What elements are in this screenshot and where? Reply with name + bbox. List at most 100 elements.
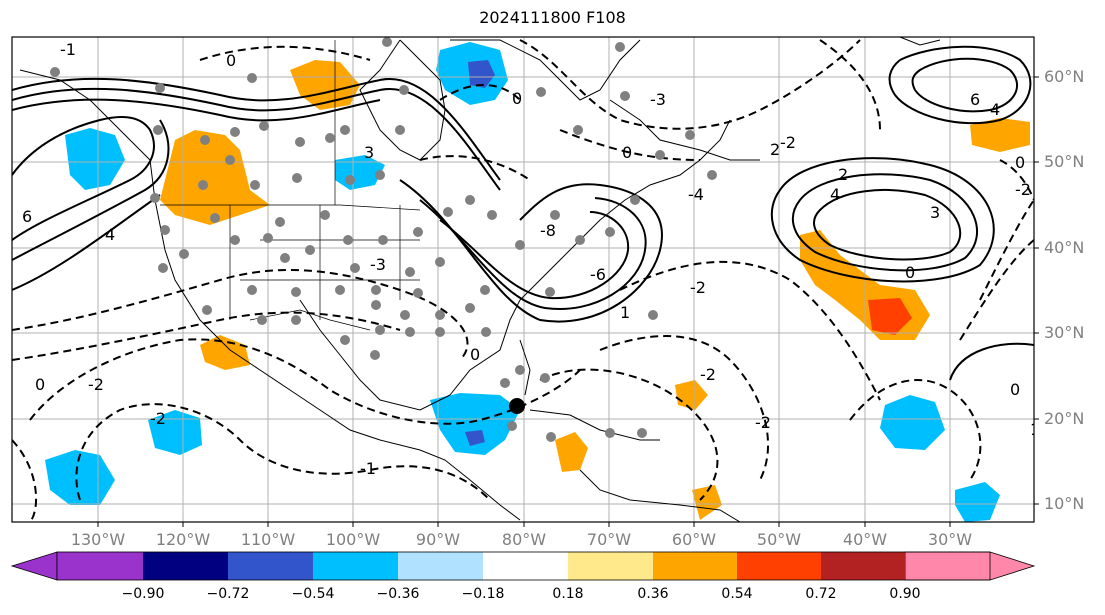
contour-label: -3 xyxy=(370,255,386,274)
lon-label: 60°W xyxy=(671,530,717,549)
contour-label: 4 xyxy=(105,225,115,244)
purple-field-gulf xyxy=(465,430,485,446)
map-title: 2024111800 F108 xyxy=(479,8,626,27)
lat-label: 30°N xyxy=(1044,323,1085,342)
orange-field-mexico xyxy=(200,335,250,370)
colorbar-bin xyxy=(821,552,905,580)
colorbar-tick-label: −0.90 xyxy=(121,586,165,602)
blue-field-pacific-mid xyxy=(148,410,202,455)
colorbar-tick-label: 0.72 xyxy=(805,586,837,602)
lat-label: 50°N xyxy=(1044,152,1085,171)
colorbar-bin xyxy=(313,552,398,580)
graticule xyxy=(12,37,1034,522)
political-borders xyxy=(160,40,421,331)
purple-field-hudson xyxy=(468,60,495,88)
contour-label: -2 xyxy=(700,365,716,384)
colorbar-extend-high xyxy=(904,551,1036,581)
contour-label: 0 xyxy=(35,375,45,394)
lon-label: 130°W xyxy=(70,530,126,549)
colorbar-tick-label: 0.90 xyxy=(889,586,921,602)
lon-label: 80°W xyxy=(501,530,547,549)
contour-label: -4 xyxy=(688,185,704,204)
contour-label: 0 xyxy=(1015,153,1025,172)
colorbar-outline xyxy=(56,551,991,581)
contour-label: 2 xyxy=(770,140,780,159)
contour-label: -6 xyxy=(590,265,606,284)
orange-field-south-am xyxy=(692,485,722,520)
colorbar-tick-label: −0.72 xyxy=(206,586,250,602)
contour-label: -2 xyxy=(150,409,166,428)
colorbar-tick-label: −0.54 xyxy=(291,586,335,602)
coastlines xyxy=(19,37,941,522)
contour-label: -2 xyxy=(690,278,706,297)
lon-label: 40°W xyxy=(842,530,888,549)
red-field-atlantic xyxy=(868,298,912,335)
storm-center-marker xyxy=(509,398,525,414)
orange-field-iceland xyxy=(970,118,1030,152)
lon-label: 120°W xyxy=(155,530,211,549)
colorbar-tick-label: 0.36 xyxy=(637,586,669,602)
contour-label: -1 xyxy=(60,40,76,59)
blue-field-gulf xyxy=(430,393,520,455)
contour-label: 2 xyxy=(838,165,848,184)
orange-field-us-northwest xyxy=(160,130,270,225)
lon-label: 50°W xyxy=(756,530,802,549)
axis-ticks xyxy=(97,76,1039,527)
contour-label: -8 xyxy=(540,221,556,240)
colorbar-tick-label: 0.54 xyxy=(721,586,753,602)
contour-label: 6 xyxy=(970,90,980,109)
lon-label: 30°W xyxy=(927,530,973,549)
colorbar-bin xyxy=(483,552,568,580)
contour-label: -2 xyxy=(780,133,796,152)
blue-field-alaska xyxy=(65,128,125,190)
contour-label: -1 xyxy=(360,459,376,478)
orange-field-caribbean xyxy=(555,432,588,472)
contour-label: 1 xyxy=(620,303,630,322)
colorbar-tick-label: −0.18 xyxy=(461,586,505,602)
lon-label: 70°W xyxy=(586,530,632,549)
station-markers xyxy=(50,37,717,442)
lat-label: 20°N xyxy=(1044,409,1085,428)
colorbar-bin xyxy=(653,552,737,580)
colorbar-bin xyxy=(57,552,143,580)
contour-labels: 0 3 0 0 2 2 4 3 0 6 4 6 4 0 0 -2 -2 -1 -… xyxy=(22,40,1040,478)
lat-label: 60°N xyxy=(1044,67,1085,86)
colorbar-extend-low xyxy=(10,551,58,581)
contour-label: 3 xyxy=(930,203,940,222)
colorbar-bin xyxy=(143,552,228,580)
orange-field-small-atl xyxy=(675,380,708,410)
colorbar-bin xyxy=(737,552,821,580)
contour-label: 0 xyxy=(905,263,915,282)
contour-label: 0 xyxy=(226,51,236,70)
lon-label: 100°W xyxy=(325,530,381,549)
map-frame xyxy=(11,36,1035,523)
positive-contours xyxy=(12,45,1034,381)
lon-label: 90°W xyxy=(415,530,461,549)
contour-label: 0 xyxy=(470,345,480,364)
contour-label: 1 xyxy=(1030,420,1040,439)
contour-label: -2 xyxy=(755,413,771,432)
colorbar-bin xyxy=(398,552,483,580)
contour-label: -2 xyxy=(1015,180,1031,199)
colorbar-bin xyxy=(568,552,653,580)
contour-label: -3 xyxy=(650,90,666,109)
blue-field-atlantic-east xyxy=(880,395,945,450)
contour-label: 0 xyxy=(1010,380,1020,399)
orange-field-canada xyxy=(290,60,360,110)
contour-label: 6 xyxy=(22,207,32,226)
contour-label: 0 xyxy=(512,89,522,108)
colorbar-tick-label: −0.36 xyxy=(376,586,420,602)
contour-label: -2 xyxy=(88,375,104,394)
contour-label: 4 xyxy=(990,100,1000,119)
colorbar xyxy=(10,551,1036,581)
contour-label: 0 xyxy=(622,143,632,162)
colorbar-tick-label: 0.18 xyxy=(552,586,584,602)
lon-label: 110°W xyxy=(240,530,296,549)
blue-field-south-atlantic xyxy=(955,482,1000,522)
lat-label: 10°N xyxy=(1044,494,1085,513)
colorbar-bin xyxy=(228,552,313,580)
negative-contours xyxy=(12,39,1034,522)
contour-label: 4 xyxy=(830,185,840,204)
lat-label: 40°N xyxy=(1044,238,1085,257)
